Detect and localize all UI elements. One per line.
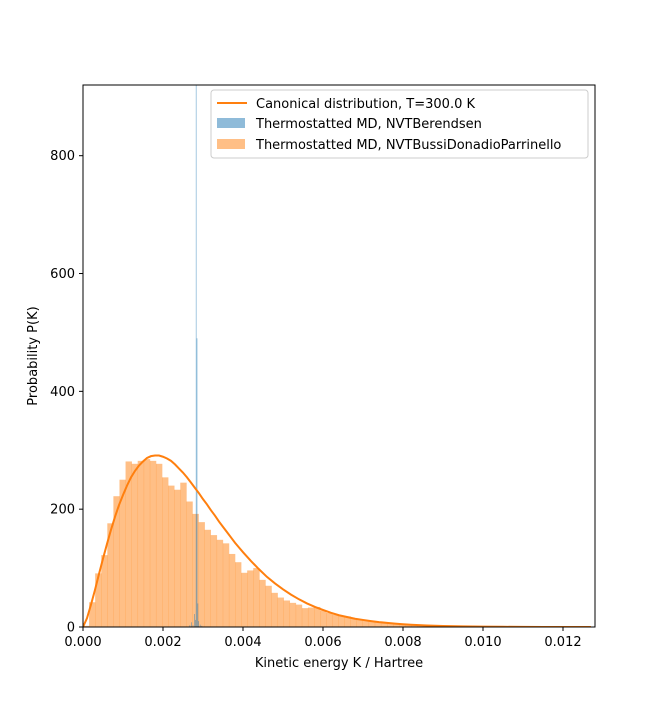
bussi-bar xyxy=(301,608,309,627)
bussi-bar xyxy=(83,625,90,627)
bussi-bar xyxy=(399,624,406,627)
bussi-bar xyxy=(95,573,102,627)
legend-label-bussi: Thermostatted MD, NVTBussiDonadioParrine… xyxy=(255,138,561,153)
bussi-bar xyxy=(265,585,272,627)
bussi-bar xyxy=(368,621,376,627)
bussi-bar xyxy=(137,460,145,627)
bussi-bar xyxy=(344,616,351,627)
legend-label-canonical: Canonical distribution, T=300.0 K xyxy=(256,97,475,112)
bussi-histogram xyxy=(83,459,588,627)
x-tick-label: 0.010 xyxy=(464,635,501,650)
bussi-bar xyxy=(204,529,211,627)
berendsen-bar xyxy=(197,603,199,627)
y-tick-label: 0 xyxy=(67,621,75,636)
berendsen-bar xyxy=(189,625,191,627)
bussi-bar xyxy=(155,463,163,627)
berendsen-bar xyxy=(194,614,195,627)
legend-swatch-berendsen xyxy=(217,118,245,128)
plot-frame xyxy=(82,84,596,628)
bussi-bar xyxy=(295,604,303,627)
berendsen-bar xyxy=(196,338,198,627)
bussi-bar xyxy=(356,619,363,627)
x-tick-label: 0.006 xyxy=(304,635,341,650)
berendsen-bar xyxy=(195,85,197,627)
bussi-bar xyxy=(253,568,260,627)
berendsen-bar xyxy=(195,619,196,627)
bussi-bar xyxy=(307,607,315,627)
berendsen-bar xyxy=(191,622,192,627)
berendsen-bar xyxy=(192,625,194,627)
bussi-bar xyxy=(222,543,230,627)
bussi-bar xyxy=(332,614,339,627)
y-tick-label: 600 xyxy=(50,267,75,282)
y-tick-label: 800 xyxy=(50,149,75,164)
bussi-bar xyxy=(350,618,357,627)
bussi-bar xyxy=(198,522,205,627)
bussi-bar xyxy=(162,477,169,627)
bussi-bar xyxy=(168,485,175,627)
bussi-bar xyxy=(362,620,370,627)
canonical-distribution-line xyxy=(83,454,592,627)
y-tick-label: 200 xyxy=(50,503,75,518)
bussi-bar xyxy=(210,535,218,627)
x-tick-label: 0.000 xyxy=(64,635,101,650)
y-axis-label: Probability P(K) xyxy=(26,306,41,405)
bussi-bar xyxy=(314,606,321,627)
bussi-bar xyxy=(119,479,126,627)
berendsen-bar xyxy=(198,621,199,627)
bussi-bar xyxy=(247,570,254,627)
bussi-bar xyxy=(186,501,193,627)
bussi-bar xyxy=(228,553,236,627)
bussi-bar xyxy=(143,459,151,627)
bussi-bar xyxy=(235,562,242,627)
bussi-bar xyxy=(380,622,388,627)
y-axis-ticks: 0 200 400 600 800 xyxy=(50,149,83,636)
x-tick-label: 0.012 xyxy=(544,635,581,650)
plot-area xyxy=(83,85,592,627)
bussi-bar xyxy=(241,572,248,627)
legend-box xyxy=(210,89,589,159)
bussi-bar xyxy=(411,624,418,627)
bussi-bar xyxy=(174,489,181,627)
berendsen-bar xyxy=(199,624,201,627)
legend-label-berendsen: Thermostatted MD, NVTBerendsen xyxy=(255,117,482,132)
x-tick-label: 0.008 xyxy=(384,635,421,650)
x-tick-label: 0.002 xyxy=(144,635,181,650)
bussi-bar xyxy=(107,523,114,627)
bussi-bar xyxy=(149,460,157,627)
bussi-bar xyxy=(289,602,297,627)
x-axis-label: Kinetic energy K / Hartree xyxy=(255,656,423,671)
bussi-bar xyxy=(180,482,187,627)
bussi-bar xyxy=(271,592,278,627)
bussi-bar xyxy=(338,615,345,627)
bussi-bar xyxy=(216,539,224,627)
bussi-bar xyxy=(277,597,284,627)
x-tick-label: 0.004 xyxy=(224,635,261,650)
y-tick-label: 400 xyxy=(50,385,75,400)
bussi-bar xyxy=(393,623,400,627)
bussi-bar xyxy=(259,579,266,627)
bussi-bar xyxy=(89,602,96,627)
bussi-bar xyxy=(131,463,139,627)
bussi-bar xyxy=(405,624,412,627)
bussi-bar xyxy=(326,612,333,627)
x-axis-ticks: 0.000 0.002 0.004 0.006 0.008 0.010 0.012 xyxy=(64,627,582,650)
bussi-bar xyxy=(101,555,108,627)
bussi-bar xyxy=(113,496,120,627)
bussi-bar xyxy=(387,622,394,627)
legend: Canonical distribution, T=300.0 K Thermo… xyxy=(210,89,589,159)
berendsen-histogram xyxy=(189,85,203,627)
berendsen-bar xyxy=(201,625,203,627)
bussi-bar xyxy=(374,621,382,627)
bussi-bar xyxy=(320,610,327,627)
bussi-bar xyxy=(125,461,132,627)
bussi-bar xyxy=(283,600,291,627)
legend-swatch-bussi xyxy=(217,139,245,149)
bussi-bar xyxy=(192,513,199,627)
